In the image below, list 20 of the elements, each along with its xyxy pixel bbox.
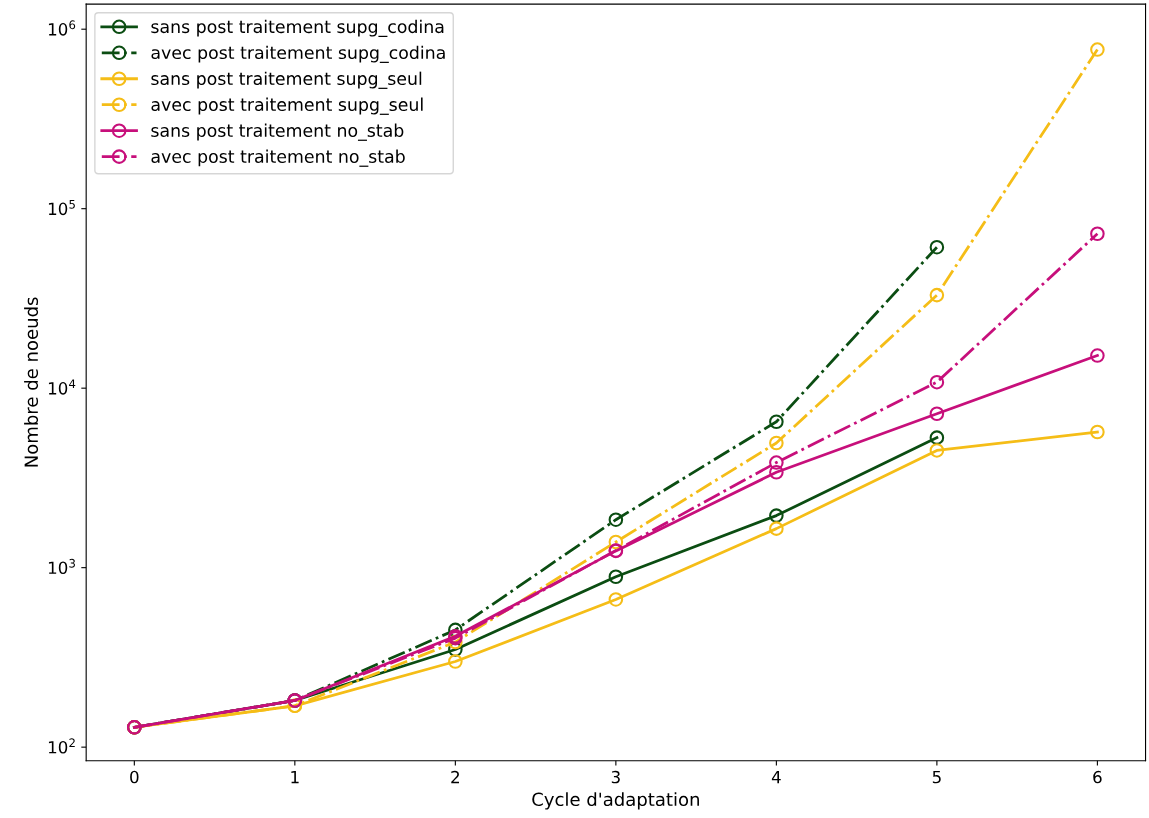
y-tick-label: 10$^{3}$ xyxy=(48,558,75,575)
legend-label: avec post traitement supg_codina xyxy=(151,45,445,63)
y-tick-label: 10$^{6}$ xyxy=(48,20,76,36)
x-tick-label: 5 xyxy=(932,770,941,784)
legend-label: sans post traitement supg_seul xyxy=(151,71,422,89)
x-tick-label: 3 xyxy=(611,770,620,784)
y-tick-label: 10$^{4}$ xyxy=(48,379,76,395)
x-tick-label: 4 xyxy=(771,770,781,784)
legend-label: sans post traitement supg_codina xyxy=(151,19,444,37)
y-tick-label: 10$^{5}$ xyxy=(48,200,75,216)
x-axis-title: Cycle d'adaptation xyxy=(532,792,699,810)
x-tick-label: 1 xyxy=(291,770,299,784)
y-axis-title: Nombre de noeuds xyxy=(24,297,39,467)
legend-label: sans post traitement no_stab xyxy=(151,123,404,141)
legend-label: avec post traitement no_stab xyxy=(151,149,405,167)
y-tick-label: 10$^{2}$ xyxy=(48,738,75,754)
x-tick-label: 2 xyxy=(451,770,459,784)
x-tick-label: 0 xyxy=(130,770,139,784)
legend-label: avec post traitement supg_seul xyxy=(151,97,423,115)
x-tick-label: 6 xyxy=(1093,770,1102,784)
